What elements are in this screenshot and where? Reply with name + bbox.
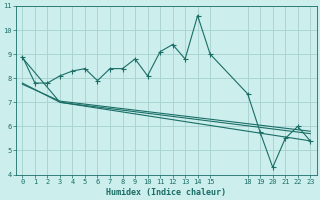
X-axis label: Humidex (Indice chaleur): Humidex (Indice chaleur)	[106, 188, 226, 197]
